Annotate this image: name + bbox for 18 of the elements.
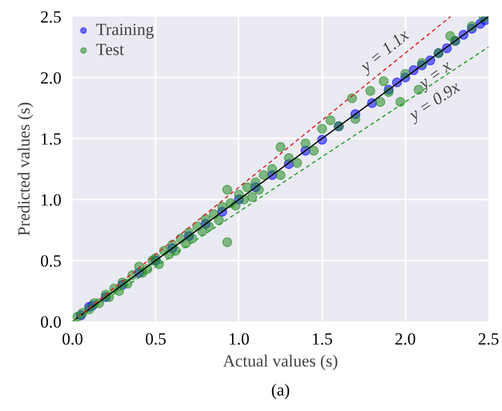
- x-tick-label: 0.5: [145, 330, 166, 348]
- y-tick-label: 1.0: [40, 190, 62, 210]
- legend-label: Test: [96, 40, 124, 60]
- x-tick-label: 2.5: [478, 330, 500, 348]
- y-axis-title: Predicted values (s): [14, 102, 34, 236]
- legend-label: Training: [96, 20, 154, 40]
- x-tick-label: 2.0: [394, 330, 416, 348]
- x-axis-title: Actual values (s): [222, 352, 338, 370]
- text: y = 1.1x: [355, 25, 413, 77]
- y-tick-label: 1.5: [40, 130, 62, 148]
- y-tick-label: 2.0: [40, 68, 62, 88]
- y-tick-label: 2.5: [40, 8, 62, 26]
- x-tick-label: 0.0: [62, 330, 84, 348]
- text: (a): [271, 380, 290, 400]
- y-tick-label: 0.5: [40, 252, 62, 270]
- y-tick-label: 0.0: [40, 312, 62, 332]
- x-tick-label: 1.5: [311, 330, 333, 348]
- x-tick-label: 1.0: [228, 330, 250, 348]
